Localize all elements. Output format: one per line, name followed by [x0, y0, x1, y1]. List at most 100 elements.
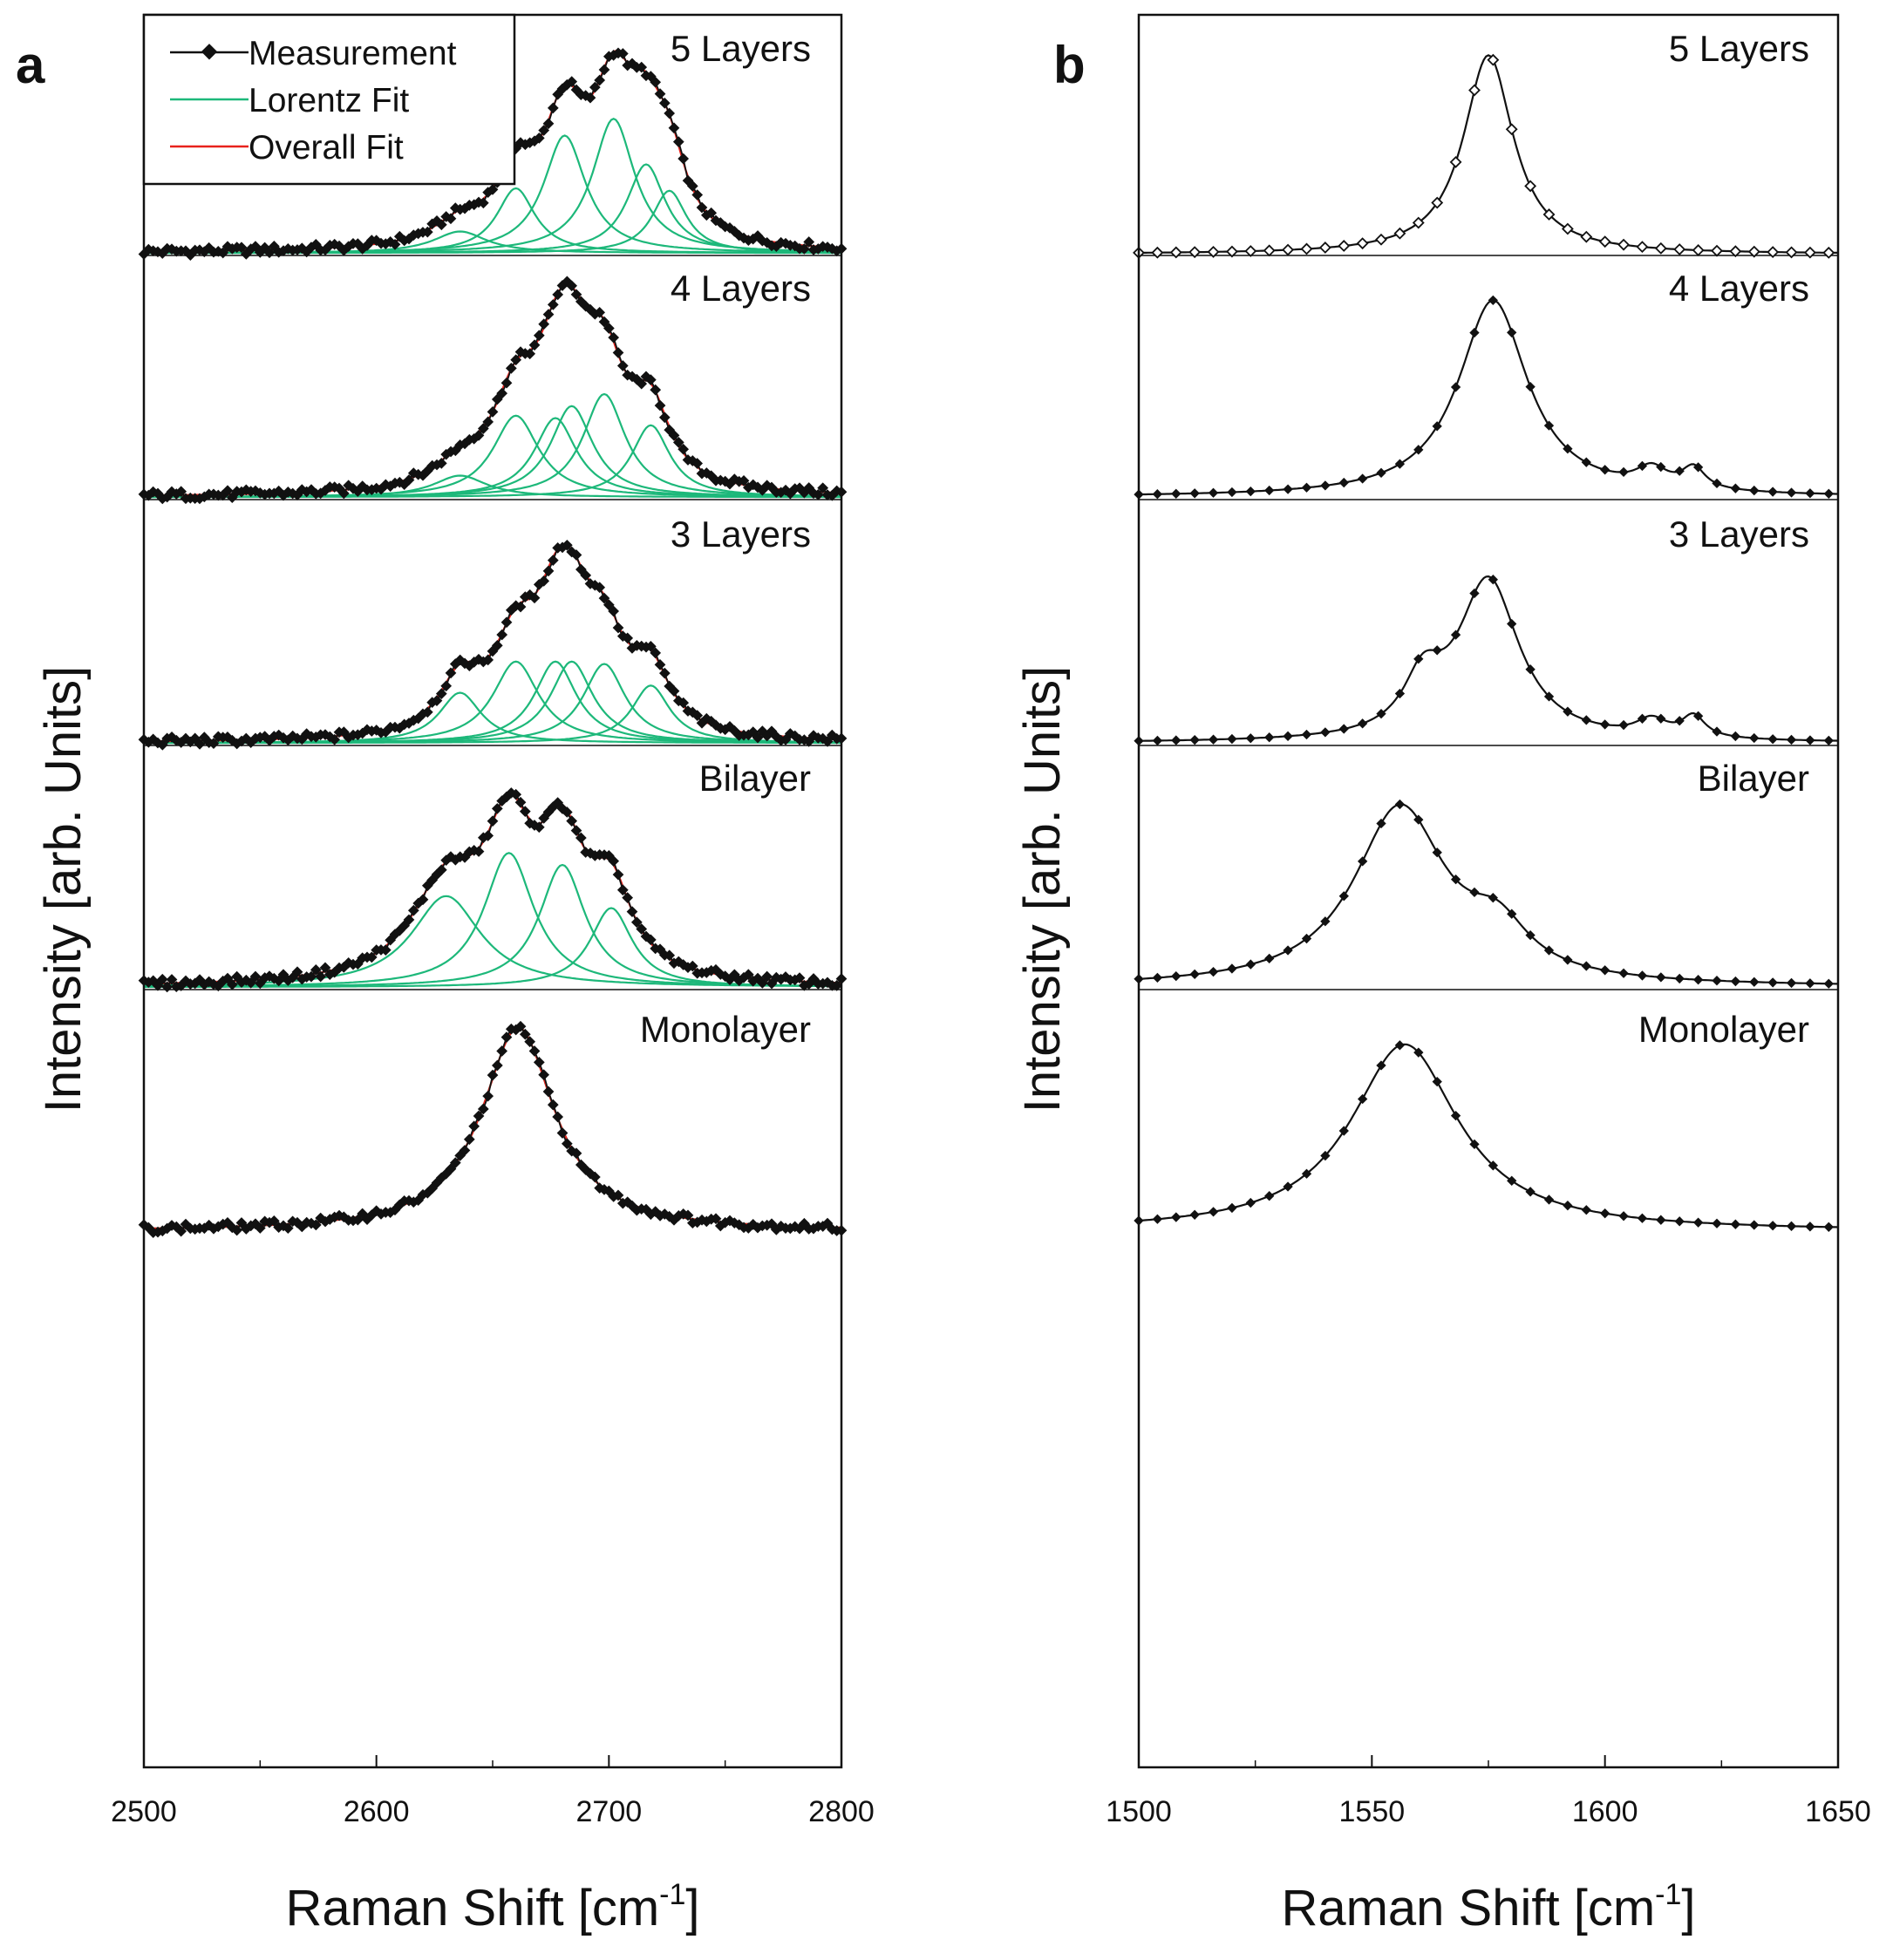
- panel-b-data-point-4-layers: [1525, 381, 1536, 392]
- panel-b-x-axis-label-main: Raman Shift [cm: [1281, 1880, 1655, 1936]
- panel-a-measurement-point-monolayer: [482, 1090, 494, 1102]
- panel-a-measurement-point-4-layers: [487, 406, 499, 418]
- panel-a-measurement-point-5-layers: [798, 243, 810, 255]
- panel-b-data-point-4-layers: [1637, 460, 1648, 472]
- panel-a-measurement-point-bilayer: [608, 855, 620, 867]
- panel-b-data-point-3-layers: [1786, 734, 1797, 745]
- panel-a-tick-label-2700: 2700: [576, 1795, 643, 1828]
- panel-b-data-point-3-layers: [1469, 588, 1480, 599]
- panel-b-data-point-5-layers: [1188, 246, 1202, 259]
- panel-b-data-point-4-layers: [1730, 483, 1741, 493]
- panel-a-measurement-point-bilayer: [482, 830, 494, 841]
- panel-b-label-bilayer: Bilayer: [1698, 758, 1809, 799]
- panel-a-measurement-point-bilayer: [487, 815, 499, 827]
- panel-b-data-point-3-layers: [1730, 731, 1741, 742]
- panel-b-label-monolayer: Monolayer: [1638, 1009, 1809, 1050]
- panel-b-data-point-bilayer: [1749, 977, 1760, 987]
- panel-a-measurement-point-monolayer: [491, 1059, 503, 1072]
- panel-b-data-point-bilayer: [1152, 972, 1163, 983]
- panel-a-measurement-point-5-layers: [547, 102, 559, 114]
- panel-b-data-point-3-layers: [1581, 715, 1591, 725]
- panel-b-data-point-3-layers: [1245, 733, 1256, 744]
- panel-a-measurement-point-bilayer: [644, 934, 657, 946]
- panel-a-measurement-point-4-layers: [547, 299, 559, 310]
- panel-b-data-point-bilayer: [1637, 970, 1648, 981]
- panel-b-data-point-monolayer: [1227, 1202, 1237, 1214]
- panel-b-x-axis-label-end: ]: [1681, 1880, 1695, 1936]
- panel-b-data-point-3-layers: [1599, 719, 1610, 730]
- panel-b-data-point-5-layers: [1803, 246, 1816, 259]
- panel-a-measurement-point-5-layers: [594, 74, 606, 86]
- panel-a-measurement-point-5-layers: [435, 219, 447, 231]
- panel-b-data-point-bilayer: [1488, 893, 1498, 903]
- panel-b-data-point-5-layers: [1692, 244, 1705, 256]
- panel-b-data-point-bilayer: [1357, 856, 1368, 867]
- panel-b-data-point-monolayer: [1581, 1205, 1591, 1215]
- panel-b-data-point-4-layers: [1450, 382, 1461, 392]
- panel-b-data-point-4-layers: [1469, 327, 1480, 338]
- panel-a-measurement-point-monolayer: [589, 1171, 601, 1183]
- panel-a-x-axis-label: Raman Shift [cm-1]: [285, 1878, 699, 1936]
- panel-b-data-point-3-layers: [1301, 729, 1312, 740]
- panel-b-data-point-monolayer: [1488, 1160, 1499, 1171]
- panel-b-data-point-5-layers: [1282, 243, 1295, 256]
- panel-b-data-point-3-layers: [1283, 731, 1293, 741]
- panel-b-data-point-bilayer: [1189, 969, 1200, 980]
- panel-b-data-point-monolayer: [1338, 1126, 1349, 1136]
- panel-b-data-point-bilayer: [1730, 976, 1741, 987]
- panel-a-measurement-point-5-layers: [658, 97, 671, 109]
- panel-b-data-point-bilayer: [1805, 978, 1815, 989]
- panel-a-plot-area: 5 Layers 4 Layers 3 Layers Bilayer Monolayer: [138, 28, 848, 1239]
- panel-b-spectrum-5-layers: [1139, 54, 1838, 254]
- panel-b-data-point-monolayer: [1692, 1217, 1704, 1228]
- panel-a-measurement-point-3-layers: [654, 659, 666, 670]
- panel-b-data-point-bilayer: [1245, 959, 1256, 970]
- panel-a-measurement-point-4-layers: [594, 307, 606, 318]
- panel-b-data-point-3-layers: [1674, 716, 1685, 726]
- panel-b-tick-label-1600: 1600: [1572, 1795, 1638, 1828]
- panel-a-measurement-point-3-layers: [538, 575, 550, 587]
- panel-a-measurement-point-monolayer: [538, 1069, 550, 1081]
- panel-a-y-axis-label: Intensity [arb. Units]: [35, 666, 92, 1113]
- panel-b-data-point-4-layers: [1227, 487, 1237, 498]
- panel-a-measurement-point-bilayer: [291, 966, 303, 978]
- panel-a-measurement-point-5-layers: [803, 236, 815, 248]
- panel-b-data-point-3-layers: [1189, 735, 1200, 745]
- panel-b-data-point-5-layers: [1487, 53, 1500, 66]
- panel-b-data-point-monolayer: [1674, 1216, 1685, 1227]
- panel-b-data-point-bilayer: [1450, 874, 1461, 885]
- panel-b-data-point-bilayer: [1507, 909, 1517, 919]
- panel-b-data-point-3-layers: [1823, 735, 1834, 746]
- panel-a-measurement-point-monolayer: [459, 1145, 471, 1156]
- panel-b-data-point-monolayer: [1730, 1219, 1741, 1229]
- panel-a-x-axis-label-main: Raman Shift [cm: [285, 1880, 659, 1936]
- panel-a-measurement-point-bilayer: [473, 846, 485, 857]
- panel-b-data-point-3-layers: [1563, 706, 1573, 717]
- panel-a-label-monolayer: Monolayer: [640, 1009, 811, 1050]
- panel-b-data-point-bilayer: [1171, 970, 1181, 982]
- panel-b-data-point-4-layers: [1543, 420, 1555, 431]
- panel-b-data-point-5-layers: [1151, 246, 1164, 259]
- panel-b-data-point-5-layers: [1226, 245, 1238, 258]
- panel-b-data-point-monolayer: [1152, 1214, 1163, 1224]
- panel-a-measurement-point-3-layers: [580, 569, 592, 582]
- panel-b-data-point-bilayer: [1376, 818, 1386, 829]
- panel-a-measurement-point-bilayer: [626, 906, 638, 917]
- panel-b-data-point-5-layers: [1393, 227, 1406, 240]
- panel-b-data-point-bilayer: [1208, 966, 1219, 977]
- panel-b-data-point-4-layers: [1208, 487, 1219, 498]
- panel-b-data-point-bilayer: [1674, 973, 1685, 984]
- panel-b-data-point-bilayer: [1469, 887, 1480, 898]
- panel-a-measurement-point-bilayer: [379, 944, 392, 956]
- panel-b-data-point-5-layers: [1785, 246, 1798, 259]
- panel-a-measurement-point-4-layers: [603, 323, 615, 334]
- panel-a-measurement-point-3-layers: [658, 667, 671, 679]
- panel-b-data-point-monolayer: [1394, 1040, 1406, 1051]
- panel-b-data-point-bilayer: [1581, 961, 1591, 971]
- panel-a-measurement-point-monolayer: [519, 1028, 531, 1040]
- panel-b-data-point-monolayer: [1189, 1209, 1200, 1220]
- panel-a-measurement-point-4-layers: [608, 331, 620, 344]
- panel-b-data-point-3-layers: [1749, 732, 1760, 744]
- panel-b-data-point-5-layers: [1468, 84, 1481, 97]
- panel-b-data-point-bilayer: [1767, 977, 1778, 988]
